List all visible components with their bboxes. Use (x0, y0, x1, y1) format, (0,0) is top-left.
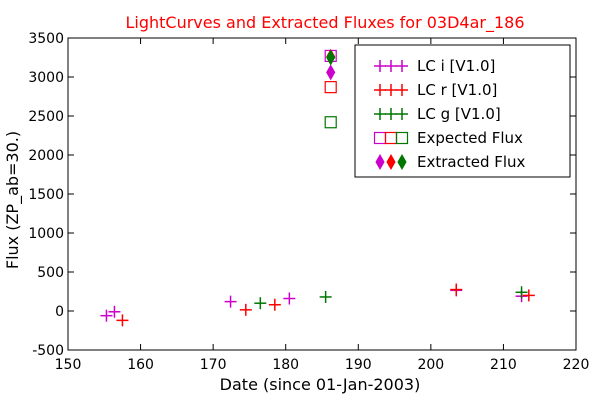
plus-point (108, 305, 121, 318)
y-tick-label: 1500 (28, 187, 64, 203)
legend-label: LC r [V1.0] (417, 81, 497, 99)
plus-point (319, 290, 332, 303)
legend-diamond-marker (386, 153, 396, 171)
legend-plus-marker (374, 60, 386, 72)
plus-point (450, 283, 463, 296)
legend-diamond-marker (397, 153, 407, 171)
legend-plus-marker (396, 108, 408, 120)
plus-point (268, 298, 281, 311)
y-tick-label: 3500 (28, 31, 64, 47)
x-tick-label: 220 (563, 357, 590, 373)
y-tick-label: 2500 (28, 109, 64, 125)
legend-label: LC i [V1.0] (417, 57, 495, 75)
plot-frame (67, 37, 577, 351)
y-tick-label: 500 (37, 265, 64, 281)
x-tick-label: 170 (200, 357, 227, 373)
axis-ticks: 150 160 170 180 190 200 210 220 -500 0 500 1000 1500… (28, 31, 589, 373)
y-tick-label: -500 (32, 343, 64, 359)
diamond-point (326, 49, 336, 66)
x-tick-label: 210 (490, 357, 517, 373)
diamond-point (326, 64, 336, 81)
legend-plus-marker (396, 84, 408, 96)
legend-label: Expected Flux (417, 129, 523, 147)
plus-point (254, 297, 267, 310)
x-tick-label: 200 (417, 357, 444, 373)
y-tick-label: 3000 (28, 70, 64, 86)
chart-title: LightCurves and Extracted Fluxes for 03D… (125, 13, 524, 33)
y-axis-label: Flux (ZP_ab=30.) (3, 131, 23, 269)
square-point (324, 116, 337, 129)
legend-plus-marker (385, 60, 397, 72)
y-tick-label: 1000 (28, 226, 64, 242)
x-axis-label: Date (since 01-Jan-2003) (220, 375, 421, 394)
data-marks (100, 48, 535, 327)
x-tick-label: 160 (127, 357, 154, 373)
plus-point (100, 309, 113, 322)
legend-square-marker (395, 131, 409, 145)
legend: LC i [V1.0] LC r [V1.0] LC g [V1.0] Expecte… (354, 44, 571, 178)
legend-plus-marker (385, 84, 397, 96)
plus-point (515, 286, 528, 299)
plus-point (522, 289, 535, 302)
plus-point (239, 303, 252, 316)
x-tick-label: 180 (272, 357, 299, 373)
square-point (324, 81, 337, 94)
y-tick-label: 2000 (28, 148, 64, 164)
x-tick-label: 150 (55, 357, 82, 373)
plus-point (224, 295, 237, 308)
legend-label: Extracted Flux (417, 153, 526, 171)
plus-point (283, 292, 296, 305)
legend-plus-marker (385, 108, 397, 120)
x-tick-label: 190 (345, 357, 372, 373)
legend-diamond-marker (375, 153, 385, 171)
legend-label: LC g [V1.0] (417, 105, 501, 123)
legend-plus-marker (396, 60, 408, 72)
y-tick-label: 0 (55, 304, 64, 320)
legend-plus-marker (374, 84, 386, 96)
plus-point (116, 314, 129, 327)
legend-plus-marker (374, 108, 386, 120)
